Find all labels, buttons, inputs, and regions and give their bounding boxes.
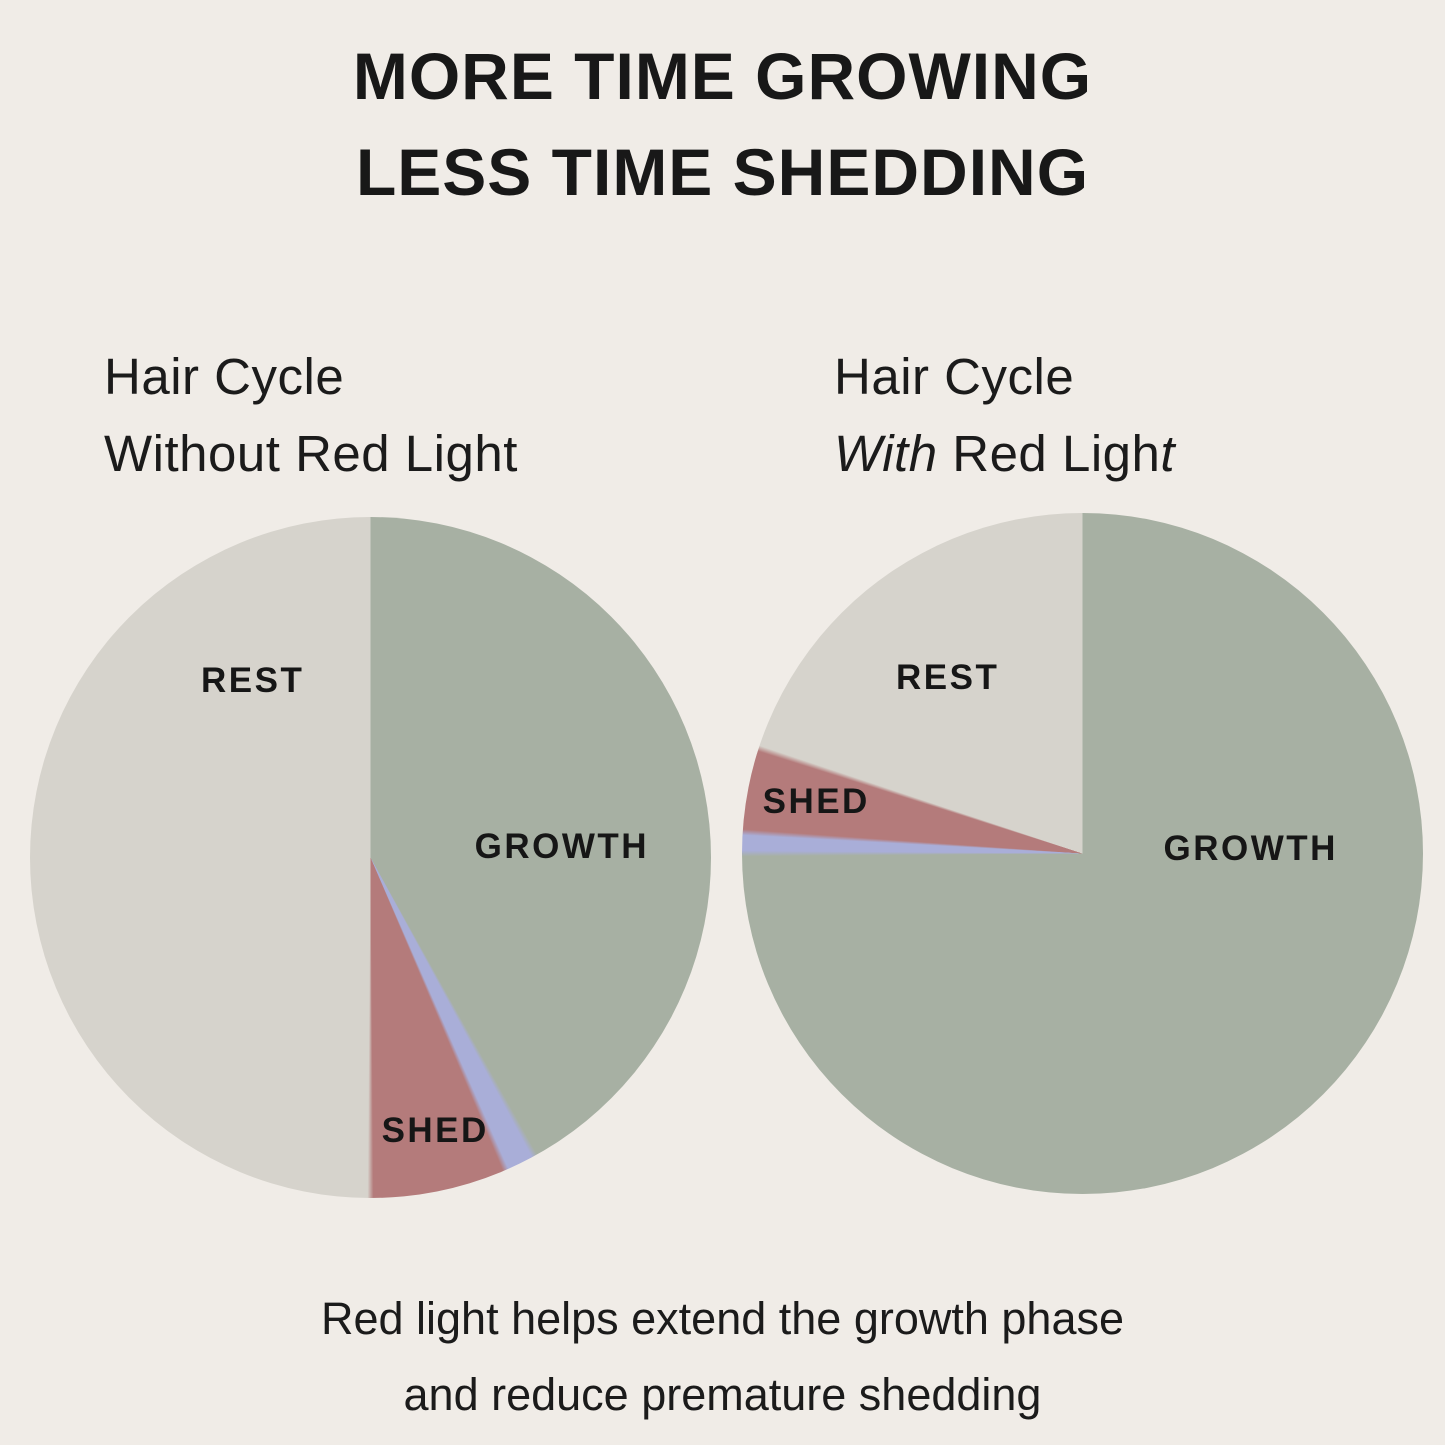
shed-slice-label: SHED [762,781,870,821]
growth-slice-label: GROWTH [1163,828,1338,868]
title-line-2: LESS TIME SHEDDING [355,135,1090,209]
left-chart-title: Hair Cycle Without Red Light [104,338,518,492]
title-line-1: MORE TIME GROWING [352,39,1093,113]
pie-chart-with-red-light: REST SHED GROWTH [742,513,1423,1194]
caption: Red light helps extend the growth phase … [0,1281,1445,1433]
growth-slice-label: GROWTH [474,827,650,867]
right-chart-title-line-1: Hair Cycle [834,348,1075,405]
page-title: MORE TIME GROWING LESS TIME SHEDDING [0,28,1445,220]
caption-line-1: Red light helps extend the growth phase [320,1293,1125,1344]
right-chart-title: Hair Cycle With Red Light [834,338,1175,492]
left-chart-title-line-2: Without Red Light [104,425,518,482]
left-chart-title-line-1: Hair Cycle [104,348,345,405]
right-chart-title-line-2: With Red Light [834,425,1176,482]
caption-line-2: and reduce premature shedding [403,1369,1042,1420]
rest-slice-label: REST [895,657,1000,697]
shed-slice-label: SHED [381,1111,489,1151]
rest-slice-label: REST [200,661,305,701]
pie-chart-without-red-light: REST GROWTH SHED [30,517,711,1198]
